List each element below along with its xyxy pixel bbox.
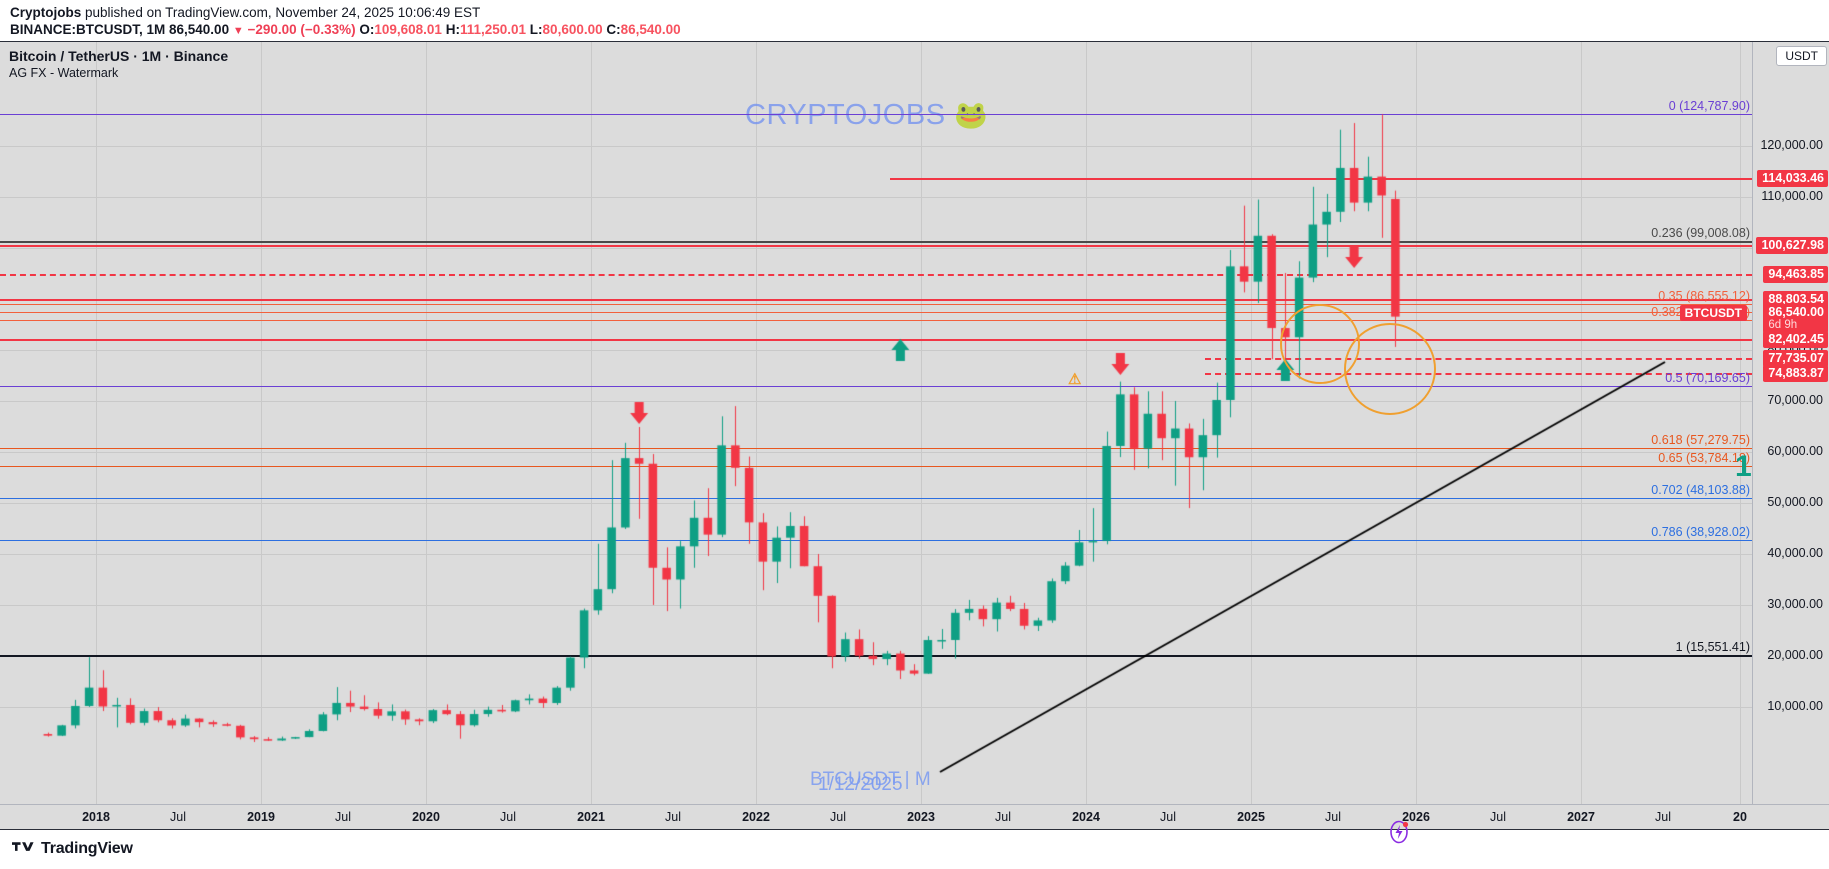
time-axis-year-label: 20	[1733, 810, 1747, 824]
publication-quote-line: BINANCE:BTCUSDT, 1M 86,540.00 ▼ −290.00 …	[10, 21, 1819, 40]
price-axis-tick: 20,000.00	[1767, 648, 1823, 662]
time-axis-year-label: 2027	[1567, 810, 1595, 824]
price-axis-tick: 70,000.00	[1767, 393, 1823, 407]
time-axis-year-label: 2026	[1402, 810, 1430, 824]
time-axis-year-label: 2024	[1072, 810, 1100, 824]
fib-level-label: 1 (15,551.41)	[1675, 640, 1750, 654]
fib-level-label: 0.5 (70,169.65)	[1665, 371, 1750, 385]
price-axis-tick: 50,000.00	[1767, 495, 1823, 509]
ohlc-high-key: H:	[445, 22, 460, 37]
ohlc-open-key: O:	[359, 22, 375, 37]
warning-triangle-icon[interactable]: ⚠	[1068, 371, 1082, 388]
time-axis-month-label: Jul	[995, 810, 1011, 824]
ohlc-close-value: 86,540.00	[620, 22, 681, 37]
teal-one-annotation: 1	[1735, 450, 1752, 483]
chart-legend[interactable]: Bitcoin / TetherUS · 1M · Binance AG FX …	[9, 47, 228, 81]
triangle-down-icon: ▼	[232, 25, 244, 37]
price-level-tag[interactable]: 74,883.87	[1763, 365, 1828, 382]
price-axis-tick: 10,000.00	[1767, 699, 1823, 713]
fib-level-label: 0.786 (38,928.02)	[1651, 525, 1750, 539]
time-axis-year-label: 2020	[412, 810, 440, 824]
price-axis-tick: 40,000.00	[1767, 546, 1823, 560]
countdown-text: 6d 9h	[1768, 319, 1798, 331]
publication-symbol: BINANCE:BTCUSDT, 1M	[10, 22, 166, 37]
ohlc-high-value: 111,250.01	[459, 22, 527, 37]
price-level-tag[interactable]: 94,463.85	[1763, 266, 1828, 283]
publication-header: Cryptojobs published on TradingView.com,…	[0, 0, 1829, 41]
time-axis-month-label: Jul	[170, 810, 186, 824]
price-level-tag[interactable]: 100,627.98	[1756, 237, 1828, 254]
time-axis-month-label: Jul	[335, 810, 351, 824]
legend-symbol-title[interactable]: Bitcoin / TetherUS · 1M · Binance	[9, 48, 229, 64]
time-axis-month-label: Jul	[1490, 810, 1506, 824]
ohlc-open-value: 109,608.01	[374, 22, 442, 37]
chart-plot-area[interactable]: 0 (124,787.90) 0.236 (99,008.08) 0.35 (86,…	[0, 42, 1752, 806]
fib-level-label: 0.236 (99,008.08)	[1651, 226, 1750, 240]
fib-level-label: 0.702 (48,103.88)	[1651, 483, 1750, 497]
price-level-tag[interactable]: 114,033.46	[1757, 170, 1828, 187]
fib-level-label: 0.65 (53,784.18)	[1658, 451, 1750, 465]
chart-frame[interactable]: 0 (124,787.90) 0.236 (99,008.08) 0.35 (86,…	[0, 41, 1829, 844]
price-level-tag[interactable]: 77,735.07	[1763, 350, 1828, 367]
circle-annotation[interactable]	[1344, 323, 1436, 415]
currency-tag[interactable]: USDT	[1776, 46, 1827, 66]
time-axis-month-label: Jul	[1655, 810, 1671, 824]
time-axis-month-label: Jul	[1325, 810, 1341, 824]
time-axis-year-label: 2021	[577, 810, 605, 824]
publication-published-text: published on TradingView.com, November 2…	[85, 5, 481, 20]
symbol-price-chip[interactable]: BTCUSDT	[1679, 305, 1747, 321]
legend-study-watermark[interactable]: AG FX - Watermark	[9, 66, 119, 80]
price-axis-tick: 120,000.00	[1760, 138, 1823, 152]
ohlc-low-key: L:	[529, 22, 543, 37]
tradingview-logo: TradingView	[12, 840, 133, 858]
publication-change: −290.00 (−0.33%)	[247, 22, 356, 37]
price-axis-tick: 110,000.00	[1761, 189, 1823, 203]
tradingview-logo-icon	[12, 842, 34, 851]
time-axis-month-label: Jul	[1160, 810, 1176, 824]
price-axis-tick: 30,000.00	[1767, 597, 1823, 611]
time-axis[interactable]: 2018 Jul 2019 Jul 2020 Jul 2021 Jul 2022 Jul 2023 J…	[0, 804, 1829, 829]
price-level-tag[interactable]: 88,803.54	[1763, 291, 1828, 308]
ohlc-close-key: C:	[606, 22, 621, 37]
price-axis-tick: 60,000.00	[1767, 444, 1823, 458]
fib-level-label: 0.35 (86,555.12)	[1658, 289, 1750, 303]
fib-level-label: 0 (124,787.90)	[1668, 99, 1750, 113]
fib-level-label: 0.618 (57,279.75)	[1651, 433, 1750, 447]
time-axis-month-label: Jul	[500, 810, 516, 824]
time-axis-year-label: 2023	[907, 810, 935, 824]
time-axis-month-label: Jul	[665, 810, 681, 824]
publication-last-price: 86,540.00	[169, 22, 230, 37]
tradingview-brand-text: TradingView	[41, 840, 133, 857]
ohlc-low-value: 80,600.00	[542, 22, 603, 37]
time-axis-year-label: 2018	[82, 810, 110, 824]
lightning-bolt-icon[interactable]	[1388, 820, 1410, 849]
price-level-tag[interactable]: 82,402.45	[1763, 331, 1828, 348]
price-axis[interactable]: USDT 120,000.00110,000.00100,000.0090,00…	[1752, 42, 1829, 806]
time-axis-year-label: 2025	[1237, 810, 1265, 824]
time-axis-year-label: 2019	[247, 810, 275, 824]
time-axis-month-label: Jul	[830, 810, 846, 824]
current-price-tag[interactable]: 86,540.00 6d 9h	[1763, 304, 1828, 333]
time-axis-year-label: 2022	[742, 810, 770, 824]
publication-byline: Cryptojobs published on TradingView.com,…	[10, 4, 1819, 21]
publication-author: Cryptojobs	[10, 5, 82, 20]
candlestick-canvas[interactable]	[0, 42, 1752, 806]
footer-bar: TradingView	[0, 830, 1829, 868]
